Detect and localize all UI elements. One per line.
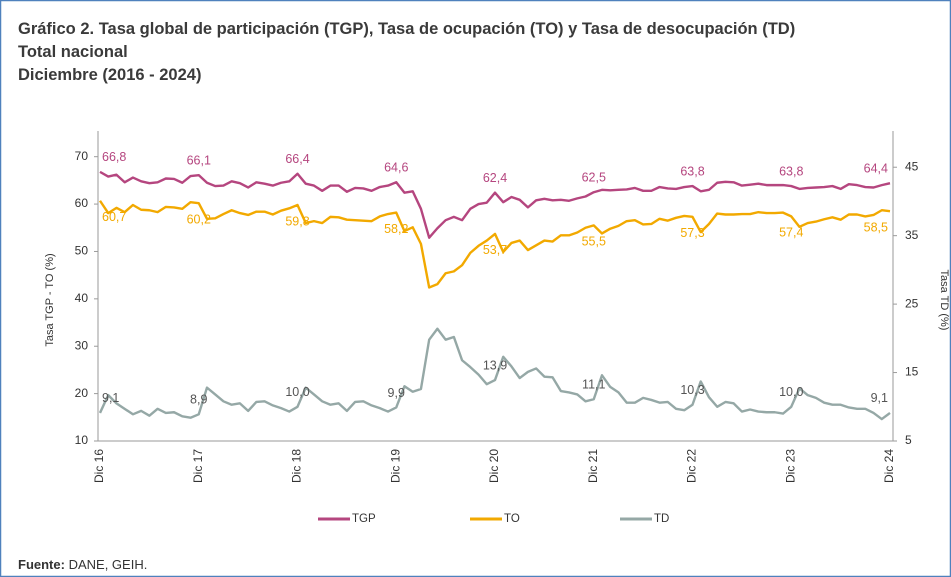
- data-label: 9,1: [102, 391, 119, 405]
- legend-label: TD: [654, 513, 669, 525]
- x-tick-label: Dic 17: [191, 449, 205, 483]
- y2-tick-label: 25: [905, 296, 919, 310]
- x-tick-label: Dic 16: [92, 449, 106, 483]
- data-label: 62,5: [582, 171, 606, 185]
- y-tick-label: 20: [75, 386, 89, 400]
- y2-tick-label: 35: [905, 228, 919, 242]
- data-label: 9,1: [871, 391, 888, 405]
- series-line: [98, 327, 891, 421]
- y-tick-label: 60: [75, 196, 89, 210]
- y-tick-label: 10: [75, 433, 89, 447]
- data-label: 10,3: [680, 383, 704, 397]
- data-label: 57,4: [779, 226, 803, 240]
- data-label: 66,8: [102, 150, 126, 164]
- data-label: 10,0: [779, 385, 803, 399]
- y-tick-label: 30: [75, 338, 89, 352]
- chart-title: Gráfico 2. Tasa global de participación …: [18, 20, 795, 38]
- source-text: DANE, GEIH.: [69, 557, 148, 572]
- x-tick-label: Dic 21: [586, 449, 600, 483]
- source-label: Fuente:: [18, 557, 65, 572]
- data-label: 63,8: [680, 164, 704, 178]
- legend-label: TGP: [352, 513, 376, 525]
- y-tick-label: 50: [75, 244, 89, 258]
- data-label: 10,0: [285, 385, 309, 399]
- chart-subtitle: Total nacional: [18, 43, 128, 61]
- y-tick-label: 40: [75, 291, 89, 305]
- data-label: 8,9: [190, 393, 207, 407]
- x-tick-label: Dic 18: [290, 449, 304, 483]
- legend-label: TO: [504, 513, 520, 525]
- series-line: [99, 170, 891, 239]
- y2-tick-label: 15: [905, 365, 919, 379]
- data-label: 58,5: [864, 220, 888, 234]
- x-tick-label: Dic 20: [487, 449, 501, 483]
- x-tick-label: Dic 22: [685, 449, 699, 483]
- y2-tick-label: 45: [905, 159, 919, 173]
- data-label: 13,9: [483, 358, 507, 372]
- data-label: 62,4: [483, 171, 507, 185]
- data-label: 53,7: [483, 243, 507, 257]
- data-label: 66,1: [187, 153, 211, 167]
- data-label: 60,7: [102, 210, 126, 224]
- series-line: [99, 200, 891, 289]
- y2-tick-label: 5: [905, 433, 912, 447]
- x-tick-label: Dic 19: [388, 449, 402, 483]
- data-label: 59,8: [285, 214, 309, 228]
- data-label: 63,8: [779, 164, 803, 178]
- source: Fuente: DANE, GEIH.: [18, 557, 147, 572]
- data-label: 64,4: [864, 162, 888, 176]
- data-label: 11,1: [582, 378, 605, 392]
- data-label: 9,9: [388, 386, 405, 400]
- data-label: 64,6: [384, 161, 408, 175]
- y2-axis-label: Tasa TD (%): [938, 270, 950, 331]
- y-axis-label: Tasa TGP - TO (%): [44, 253, 56, 346]
- x-tick-label: Dic 24: [882, 449, 896, 483]
- x-tick-label: Dic 23: [783, 449, 797, 483]
- data-label: 66,4: [285, 152, 309, 166]
- data-label: 57,3: [680, 226, 704, 240]
- chart-subtitle: Diciembre (2016 - 2024): [18, 66, 201, 84]
- y-tick-label: 70: [75, 149, 89, 163]
- data-label: 60,2: [187, 212, 211, 226]
- data-label: 58,2: [384, 222, 408, 236]
- data-label: 55,5: [582, 235, 606, 249]
